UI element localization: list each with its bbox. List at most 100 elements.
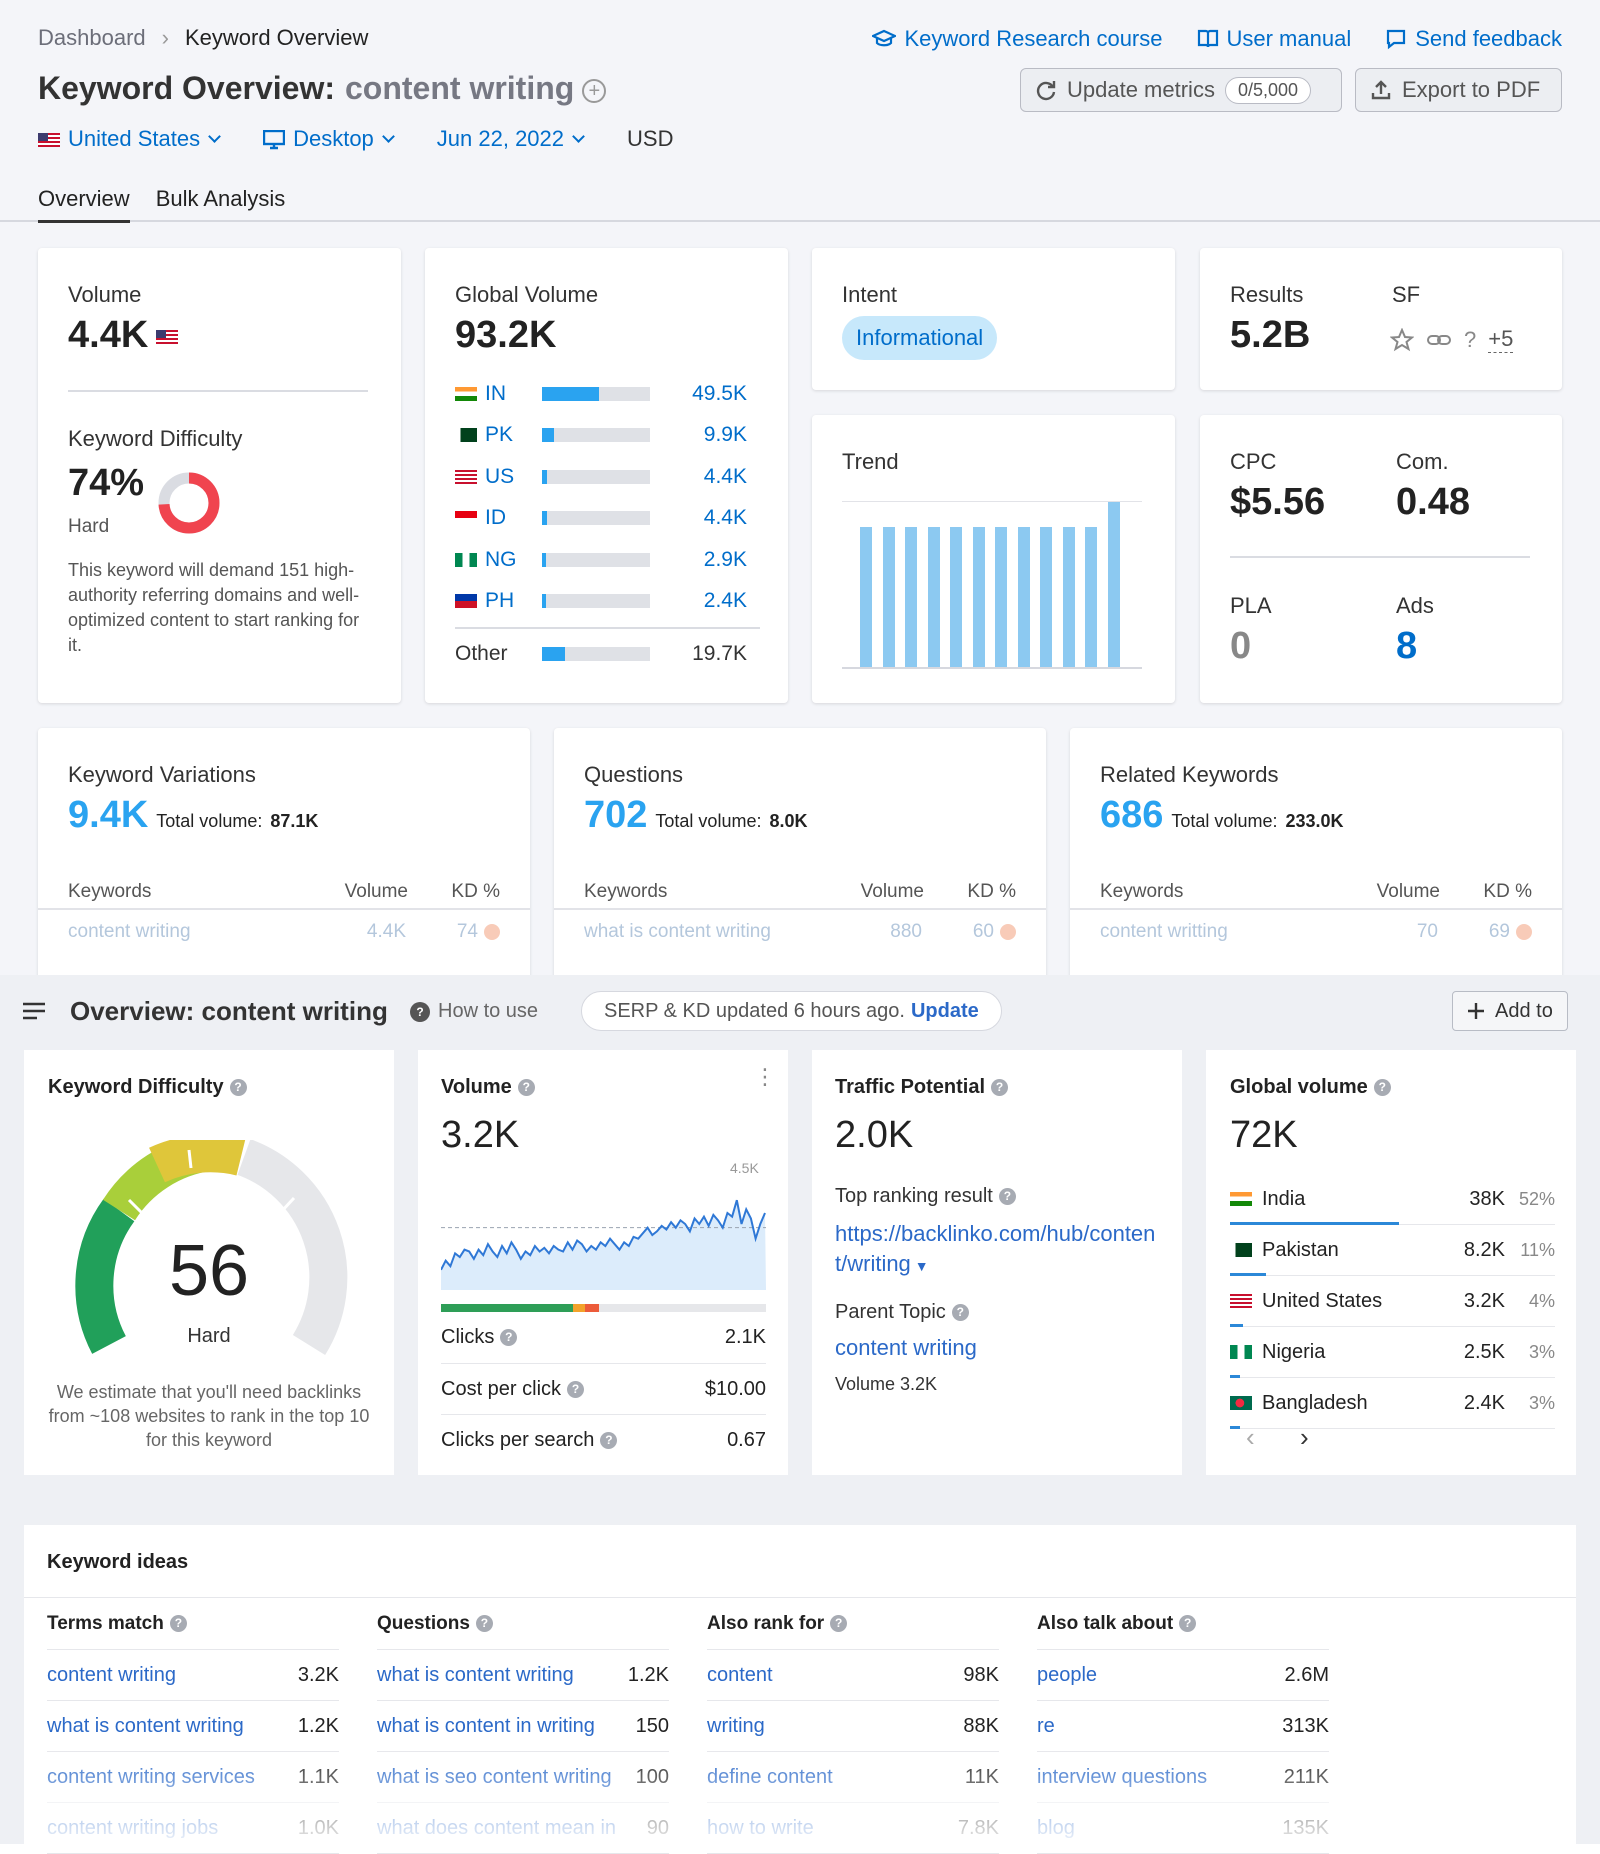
country-volume: 2.4K — [703, 589, 747, 613]
country-row[interactable]: IN 49.5K — [455, 373, 760, 415]
idea-row[interactable]: what is content writing 1.2K — [377, 1650, 669, 1701]
idea-keyword[interactable]: content writing — [47, 1663, 176, 1686]
country-share-bar — [542, 428, 650, 443]
help-icon[interactable]: ? — [169, 1615, 187, 1632]
upload-icon — [1371, 80, 1391, 100]
help-icon[interactable]: ? — [951, 1304, 969, 1322]
user-manual-link[interactable]: User manual — [1197, 26, 1351, 52]
help-icon[interactable]: ? — [1179, 1615, 1197, 1632]
idea-row[interactable]: content 98K — [707, 1650, 999, 1701]
keyword-variations-panel: Keyword Variations 9.4K Total volume: 87.1… — [38, 728, 530, 988]
help-icon[interactable]: ? — [500, 1329, 518, 1347]
help-icon[interactable]: ? — [991, 1079, 1009, 1097]
idea-keyword[interactable]: what is content writing — [47, 1714, 244, 1737]
country-row[interactable]: US 4.4K — [455, 456, 760, 498]
table-row[interactable]: content writting 70 69 — [1070, 910, 1562, 954]
idea-keyword[interactable]: what is content writing — [377, 1663, 574, 1686]
table-row[interactable]: content writing 4.4K 74 — [38, 910, 530, 954]
country-row[interactable]: NG 2.9K — [455, 539, 760, 581]
trend-bar — [882, 526, 895, 667]
cpc-card: CPC $5.56 Com. 0.48 PLA 0 Ads 8 — [1200, 415, 1562, 703]
trend-bar — [860, 526, 872, 667]
add-to-button[interactable]: Add to — [1452, 991, 1568, 1031]
research-course-label: Keyword Research course — [904, 26, 1163, 51]
ads-value[interactable]: 8 — [1396, 625, 1418, 667]
link-icon[interactable] — [1426, 330, 1452, 350]
prev-arrow-icon[interactable]: ‹ — [1246, 1422, 1255, 1452]
date-select[interactable]: Jun 22, 2022 — [437, 126, 585, 152]
caret-down-icon[interactable]: ▼ — [914, 1258, 929, 1274]
global-volume-card: Global Volume 93.2K IN 49.5K PK 9.9K US 4.4K I… — [425, 248, 788, 703]
help-icon[interactable]: ? — [1373, 1079, 1391, 1097]
help-icon[interactable]: ? — [998, 1188, 1016, 1206]
tab-overview[interactable]: Overview — [38, 186, 130, 223]
country-row[interactable]: United States 3.2K 4% — [1230, 1276, 1555, 1327]
help-icon[interactable]: ? — [475, 1615, 493, 1632]
help-icon[interactable]: ? — [830, 1615, 848, 1632]
country-row[interactable]: ID 4.4K — [455, 498, 760, 540]
country-row[interactable]: PK 9.9K — [455, 415, 760, 457]
help-icon[interactable]: ? — [517, 1079, 535, 1097]
idea-keyword[interactable]: what is content in writing — [377, 1714, 595, 1737]
country-row[interactable]: Bangladesh 2.4K 3% — [1230, 1378, 1555, 1429]
idea-volume: 88K — [963, 1714, 999, 1737]
country-row[interactable]: Pakistan 8.2K 11% — [1230, 1225, 1555, 1276]
country-row[interactable]: PH 2.4K — [455, 581, 760, 623]
volume-title: Volume? — [441, 1076, 535, 1099]
questions-panel: Questions 702 Total volume: 8.0K Keywords V… — [554, 728, 1046, 988]
tab-bulk-analysis[interactable]: Bulk Analysis — [155, 186, 286, 211]
top-result-link[interactable]: https://backlinko.com/hub/content/writin… — [835, 1219, 1165, 1281]
serp-update-link[interactable]: Update — [910, 999, 979, 1022]
help-icon[interactable]: ? — [229, 1079, 247, 1097]
traffic-title: Traffic Potential? — [835, 1076, 1009, 1099]
panel-count-row: 702 Total volume: 8.0K — [584, 794, 808, 837]
device-select[interactable]: Desktop — [262, 126, 395, 152]
country-row[interactable]: India 38K 52% — [1230, 1174, 1555, 1225]
panel-count[interactable]: 686 — [1100, 794, 1164, 836]
row-keyword[interactable]: what is content writing — [584, 921, 771, 942]
country-row[interactable]: Nigeria 2.5K 3% — [1230, 1327, 1555, 1378]
ads-label: Ads — [1396, 593, 1434, 618]
help-icon[interactable]: ? — [567, 1380, 585, 1398]
star-icon[interactable] — [1390, 327, 1414, 352]
idea-row[interactable]: content writing 3.2K — [47, 1650, 339, 1701]
row-keyword[interactable]: content writting — [1100, 921, 1228, 942]
idea-keyword[interactable]: people — [1037, 1663, 1098, 1686]
idea-volume: 98K — [963, 1663, 999, 1686]
header-links: Keyword Research course User manual Send… — [872, 26, 1562, 52]
currency-label: USD — [627, 126, 674, 151]
question-icon[interactable]: ? — [1464, 326, 1477, 352]
next-arrow-icon[interactable]: › — [1300, 1422, 1309, 1452]
idea-keyword[interactable]: content — [707, 1663, 773, 1686]
row-keyword[interactable]: content writing — [68, 921, 191, 942]
export-pdf-button[interactable]: Export to PDF — [1355, 68, 1562, 112]
trend-bar — [1107, 502, 1120, 667]
help-icon[interactable]: ? — [600, 1431, 618, 1449]
fade-overlay — [24, 1745, 1576, 1844]
how-to-use-link[interactable]: ? How to use — [410, 1000, 538, 1023]
panel-count[interactable]: 702 — [584, 794, 648, 836]
more-options-icon[interactable]: ⋮ — [754, 1064, 776, 1089]
idea-keyword[interactable]: re — [1037, 1714, 1055, 1737]
menu-icon[interactable] — [22, 1001, 46, 1021]
divider — [24, 1597, 1576, 1598]
id-flag-icon — [455, 511, 477, 526]
idea-keyword[interactable]: writing — [707, 1714, 765, 1737]
country-label: United States — [68, 126, 201, 151]
parent-topic-link[interactable]: content writing — [835, 1335, 977, 1360]
country-select[interactable]: United States — [38, 126, 221, 152]
research-course-link[interactable]: Keyword Research course — [872, 26, 1163, 52]
us-flag-icon — [455, 469, 477, 484]
country-code: US — [455, 465, 530, 489]
panel-count[interactable]: 9.4K — [68, 794, 149, 836]
country-row[interactable]: Other 19.7K — [455, 633, 760, 675]
add-keyword-icon[interactable]: + — [582, 78, 607, 103]
table-row[interactable]: what is content writing 880 60 — [554, 910, 1046, 954]
idea-row[interactable]: people 2.6M — [1037, 1650, 1329, 1701]
serp-features-more[interactable]: +5 — [1488, 326, 1514, 353]
breadcrumb-dashboard[interactable]: Dashboard — [38, 25, 146, 50]
update-metrics-button[interactable]: Update metrics 0/5,000 — [1020, 68, 1342, 112]
kd-title: Keyword Difficulty? — [48, 1076, 247, 1099]
quota-badge: 0/5,000 — [1224, 76, 1312, 104]
send-feedback-link[interactable]: Send feedback — [1385, 26, 1562, 52]
